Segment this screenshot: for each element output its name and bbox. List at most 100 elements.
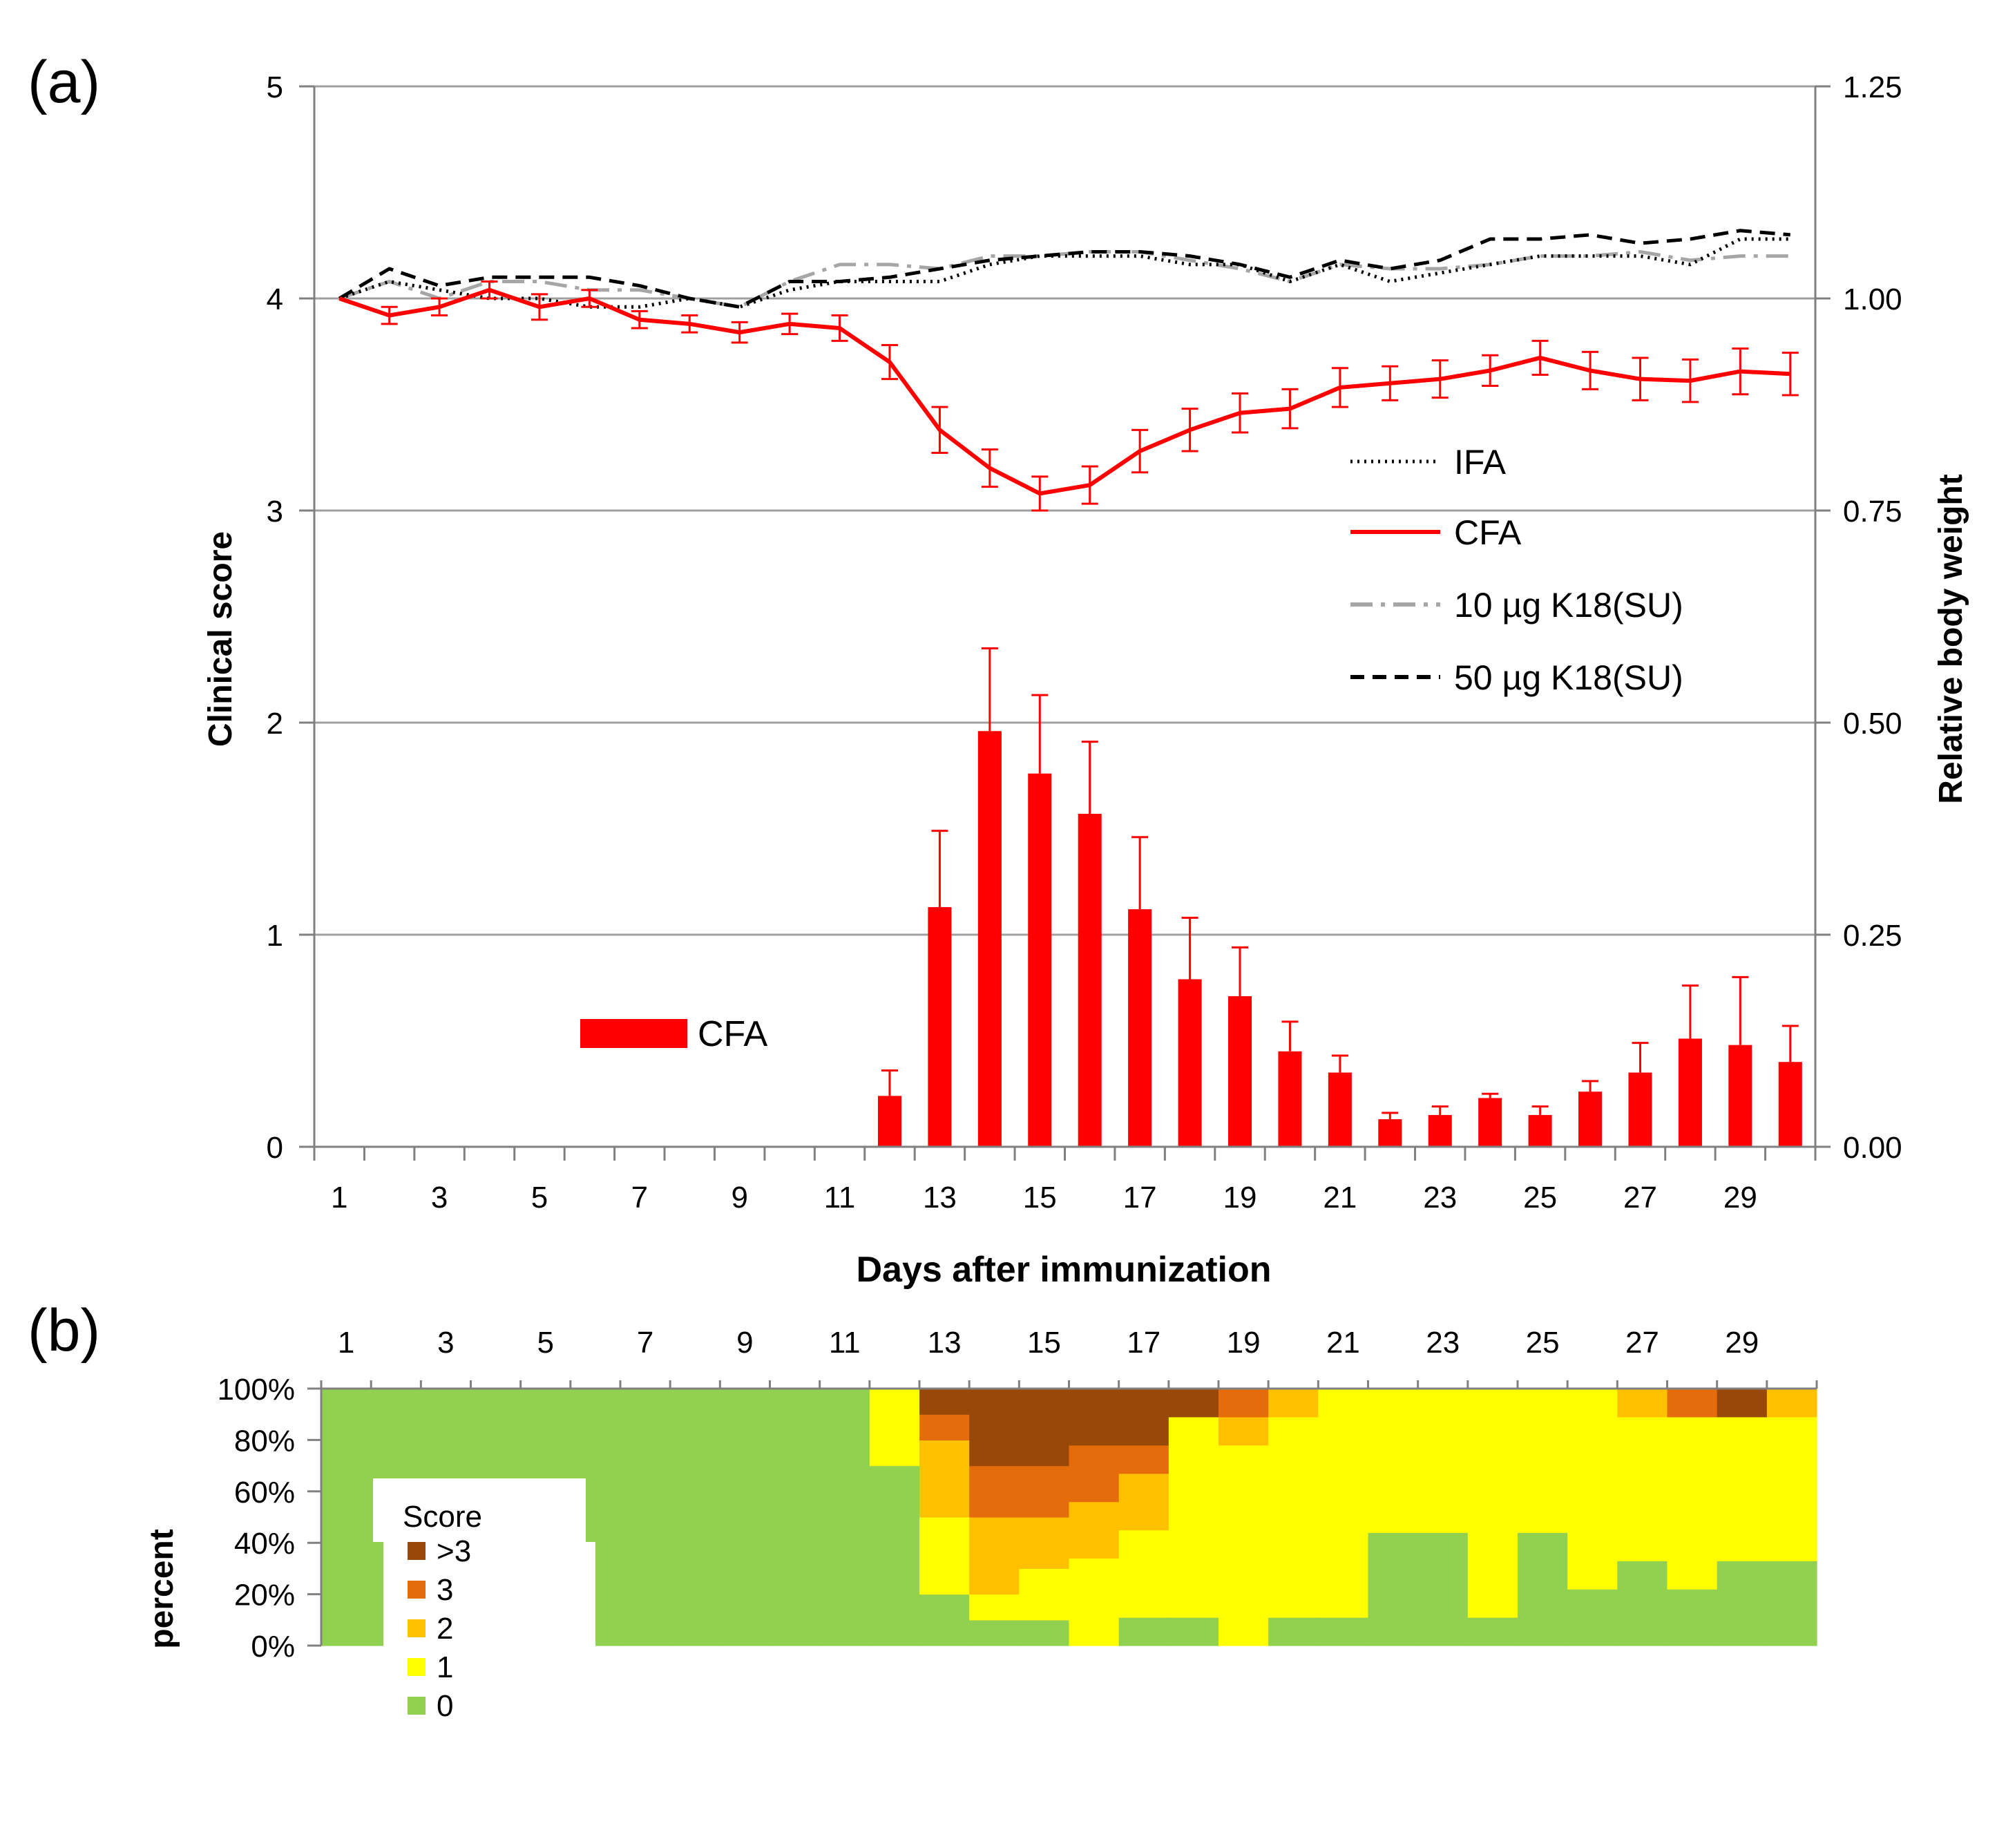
score-cell-0 bbox=[1617, 1561, 1668, 1646]
y2-tick-label: 1.25 bbox=[1843, 70, 1902, 104]
score-cell-1 bbox=[1518, 1389, 1568, 1533]
x-tick-label: 21 bbox=[1326, 1326, 1360, 1360]
y-tick-label: 0% bbox=[251, 1630, 295, 1664]
x-tick-label: 1 bbox=[331, 1181, 347, 1214]
clinical-score-bar bbox=[1227, 996, 1252, 1147]
x-tick-label: 19 bbox=[1227, 1326, 1261, 1360]
score-cell-1 bbox=[969, 1594, 1020, 1621]
score-cell-0 bbox=[1717, 1561, 1768, 1646]
x-tick-label: 5 bbox=[537, 1326, 554, 1360]
x-tick-label: 3 bbox=[431, 1181, 448, 1214]
score-cell-gt3 bbox=[919, 1389, 970, 1415]
y-tick-label: 2 bbox=[267, 707, 283, 741]
score-cell-1 bbox=[1667, 1416, 1718, 1590]
x-tick-label: 5 bbox=[531, 1181, 548, 1214]
score-cell-0 bbox=[919, 1594, 970, 1646]
x-tick-label: 25 bbox=[1523, 1181, 1557, 1214]
y2-tick-label: 0.25 bbox=[1843, 919, 1902, 953]
x-tick-label: 7 bbox=[637, 1326, 653, 1360]
legend-swatch-3 bbox=[408, 1581, 426, 1599]
score-cell-1 bbox=[1118, 1530, 1169, 1618]
clinical-score-bars bbox=[877, 647, 1802, 1147]
score-cell-1 bbox=[1268, 1416, 1319, 1618]
score-cell-0 bbox=[770, 1389, 821, 1646]
legend-label-cfa-bar: CFA bbox=[698, 1014, 767, 1054]
score-cell-3 bbox=[1219, 1389, 1269, 1418]
score-cell-1 bbox=[919, 1517, 970, 1595]
y-tick-label: 1 bbox=[267, 919, 283, 953]
clinical-score-bar bbox=[1328, 1072, 1352, 1147]
gridlines bbox=[314, 85, 1815, 936]
legend-label-50ug: 50 µg K18(SU) bbox=[1454, 658, 1683, 697]
score-cell-0 bbox=[1667, 1589, 1718, 1646]
score-cell-0 bbox=[1268, 1617, 1319, 1646]
clinical-score-bar bbox=[977, 731, 1002, 1147]
x-tick-label: 11 bbox=[824, 1181, 856, 1214]
x-tick-label: 15 bbox=[1027, 1326, 1061, 1360]
clinical-score-bar bbox=[1628, 1072, 1652, 1147]
score-cell-1 bbox=[1766, 1416, 1817, 1561]
score-cell-0 bbox=[1518, 1532, 1568, 1646]
score-cell-2 bbox=[969, 1517, 1020, 1595]
legend-label-10ug: 10 µg K18(SU) bbox=[1454, 586, 1683, 625]
score-cell-gt3 bbox=[1069, 1389, 1120, 1446]
axes bbox=[299, 85, 1831, 1161]
score-cell-1 bbox=[1168, 1416, 1219, 1618]
score-cell-0 bbox=[321, 1389, 372, 1646]
bar-legend: CFA bbox=[580, 1014, 767, 1054]
score-cell-0 bbox=[1168, 1617, 1219, 1646]
legend-label-gt3: >3 bbox=[437, 1534, 471, 1568]
x-tick-label: 29 bbox=[1725, 1326, 1759, 1360]
x-tick-labels: 1 3 5 7 9 11 13 15 17 19 21 23 25 27 29 bbox=[331, 1181, 1757, 1214]
legend-label-ifa: IFA bbox=[1454, 443, 1507, 482]
weight-line-ifa bbox=[338, 237, 1790, 309]
score-cell-0 bbox=[869, 1465, 920, 1646]
x-tick-label: 23 bbox=[1423, 1181, 1457, 1214]
score-cell-1 bbox=[1019, 1568, 1070, 1621]
score-cell-0 bbox=[1766, 1561, 1817, 1646]
x-tick-label: 27 bbox=[1625, 1326, 1659, 1360]
score-cell-1 bbox=[1219, 1445, 1269, 1646]
x-tick-label: 23 bbox=[1426, 1326, 1460, 1360]
score-cell-2 bbox=[1766, 1389, 1817, 1418]
score-cell-gt3 bbox=[969, 1389, 1020, 1467]
legend-swatch-2 bbox=[408, 1619, 426, 1637]
weight-line-cfa bbox=[338, 287, 1790, 496]
clinical-score-bar bbox=[1278, 1051, 1302, 1147]
legend-label-2: 2 bbox=[437, 1612, 453, 1646]
score-cell-1 bbox=[1368, 1389, 1419, 1533]
clinical-score-bar bbox=[1378, 1119, 1402, 1147]
x-axis-label: Days after immunization bbox=[856, 1250, 1271, 1290]
y-axis-label: percent bbox=[144, 1529, 180, 1648]
clinical-score-bar bbox=[928, 907, 952, 1147]
left-y-tick-labels: 0 1 2 3 4 5 bbox=[267, 70, 283, 1165]
score-cell-3 bbox=[1118, 1445, 1169, 1474]
clinical-score-bar bbox=[1078, 814, 1102, 1147]
clinical-score-bar bbox=[1128, 909, 1152, 1147]
y-tick-label: 5 bbox=[267, 70, 283, 104]
clinical-score-bar bbox=[877, 1096, 902, 1147]
legend-swatch-1 bbox=[408, 1658, 426, 1676]
legend-swatch-0 bbox=[408, 1697, 426, 1715]
x-tick-label: 21 bbox=[1323, 1181, 1357, 1214]
weight-line-50-g-k18-su- bbox=[338, 229, 1790, 309]
score-cell-3 bbox=[1667, 1389, 1718, 1418]
x-tick-label: 3 bbox=[437, 1326, 454, 1360]
x-tick-label: 15 bbox=[1023, 1181, 1057, 1214]
legend-label-cfa-line: CFA bbox=[1454, 513, 1522, 552]
score-cell-2 bbox=[1118, 1473, 1169, 1531]
y2-axis-label: Relative body weight bbox=[1933, 474, 1969, 803]
x-tick-label: 1 bbox=[338, 1326, 354, 1360]
score-cell-0 bbox=[620, 1389, 671, 1646]
score-cell-1 bbox=[1617, 1416, 1668, 1561]
score-cell-gt3 bbox=[1717, 1389, 1768, 1418]
panel-a-label: (a) bbox=[28, 49, 100, 115]
legend-swatch-cfa-bar bbox=[580, 1019, 687, 1048]
score-cell-3 bbox=[1019, 1465, 1070, 1518]
score-cell-3 bbox=[1069, 1445, 1120, 1503]
score-cell-2 bbox=[1268, 1389, 1319, 1418]
score-cell-2 bbox=[919, 1440, 970, 1518]
x-tick-label: 7 bbox=[631, 1181, 648, 1214]
legend-label-0: 0 bbox=[437, 1689, 453, 1723]
